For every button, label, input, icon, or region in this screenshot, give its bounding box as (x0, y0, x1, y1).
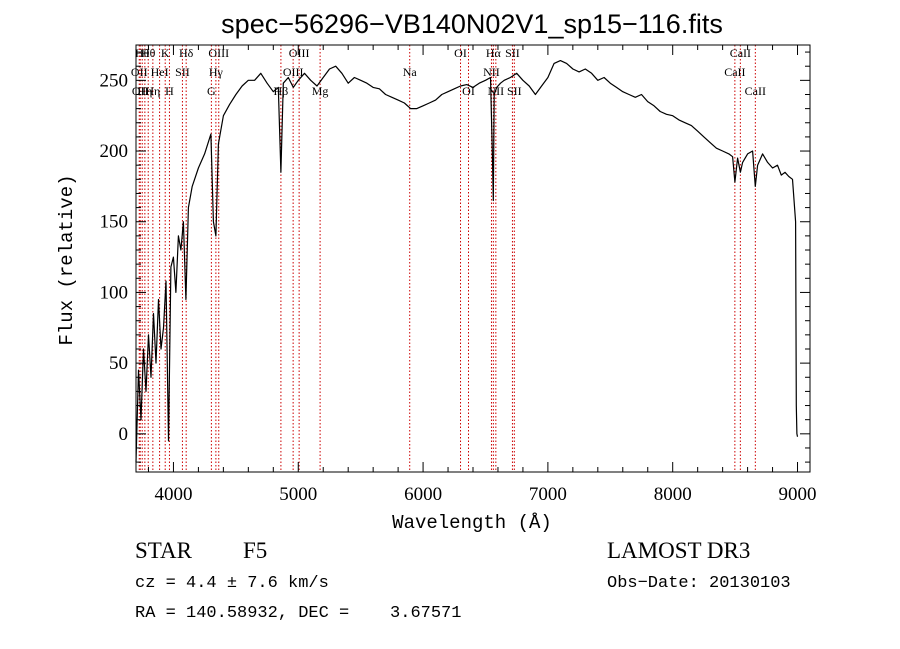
x-axis-label: Wavelength (Å) (392, 512, 552, 534)
line-label: Hη (145, 84, 160, 98)
y-tick-label: 200 (100, 141, 129, 162)
x-tick-label: 8000 (654, 484, 692, 505)
line-label: OIII (289, 46, 310, 60)
line-label: NII (488, 84, 505, 98)
line-label: SII (505, 46, 520, 60)
line-label: K (161, 46, 170, 60)
y-tick-label: 150 (100, 212, 129, 233)
emission-line-labels: OIIOIIHθHηHθHηHeIKHSIIHδGHγOIIIHβOIIIOII… (131, 46, 766, 98)
redshift-readout: cz = 4.4 ± 7.6 km/s (135, 574, 329, 593)
line-label: Hθ (141, 46, 156, 60)
plot-frame (135, 44, 811, 473)
spectrum-line (135, 59, 799, 463)
chart-title: spec−56296−VB140N02V1_sp15−116.fits (221, 9, 723, 39)
line-label: OII (131, 65, 148, 79)
x-tick-label: 7000 (529, 484, 567, 505)
y-tick-label: 50 (109, 353, 128, 374)
spectrum-series (135, 59, 799, 463)
line-label: Hθ (135, 46, 150, 60)
x-tick-label: 6000 (404, 484, 442, 505)
line-label: Na (403, 65, 418, 79)
line-label: OI (462, 84, 475, 98)
obs-date: Obs−Date: 20130103 (607, 574, 791, 593)
line-label: SII (175, 65, 190, 79)
x-tick-label: 4000 (154, 484, 192, 505)
object-class: STAR (135, 538, 192, 563)
line-label: SII (507, 84, 522, 98)
x-tick-label: 5000 (279, 484, 317, 505)
line-label: CaII (724, 65, 745, 79)
line-label: Hα (486, 46, 502, 60)
y-tick-label: 0 (119, 424, 129, 445)
emission-line-markers (138, 45, 756, 472)
line-label: Mg (312, 84, 329, 98)
y-tick-label: 100 (100, 282, 129, 303)
line-label: Hβ (274, 84, 289, 98)
coordinates-readout: RA = 140.58932, DEC = 3.67571 (135, 604, 462, 623)
axis-ticks: 4000 5000 6000 7000 8000 9000 0 50 100 150 200 250 (100, 45, 817, 505)
line-label: OIII (283, 65, 304, 79)
line-label: G (207, 84, 216, 98)
line-label: H (165, 84, 174, 98)
line-label: OI (454, 46, 467, 60)
object-subclass: F5 (243, 538, 268, 563)
line-label: HeI (151, 65, 169, 79)
line-label: CaII (730, 46, 751, 60)
y-axis-label: Flux (relative) (56, 174, 78, 345)
x-tick-label: 9000 (779, 484, 817, 505)
y-tick-label: 250 (100, 70, 129, 91)
line-label: CaII (745, 84, 766, 98)
line-label: Hγ (209, 65, 224, 79)
line-label: Hη (137, 84, 152, 98)
line-label: OIII (208, 46, 229, 60)
line-label: NII (483, 65, 500, 79)
line-label: Hδ (179, 46, 194, 60)
survey-name: LAMOST DR3 (607, 538, 751, 563)
